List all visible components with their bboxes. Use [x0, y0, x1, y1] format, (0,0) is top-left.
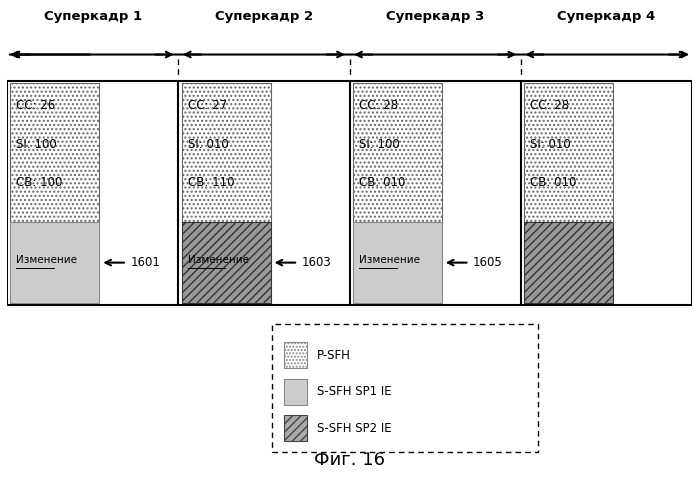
Bar [7, 81, 692, 305]
Bar [182, 83, 271, 222]
Text: SI: 010: SI: 010 [530, 138, 571, 151]
Bar [284, 379, 307, 405]
Text: Суперкадр 2: Суперкадр 2 [215, 10, 313, 23]
Bar [284, 415, 307, 441]
Text: 1601: 1601 [130, 256, 160, 269]
Text: CB: 110: CB: 110 [187, 176, 234, 189]
Text: Изменение: Изменение [16, 255, 78, 265]
Text: CC: 28: CC: 28 [530, 99, 569, 113]
Bar [284, 342, 307, 369]
Text: 1603: 1603 [301, 256, 331, 269]
Text: SI: 100: SI: 100 [359, 138, 400, 151]
FancyBboxPatch shape [273, 324, 538, 452]
Text: Суперкадр 3: Суперкадр 3 [386, 10, 484, 23]
Text: Суперкадр 4: Суперкадр 4 [557, 10, 656, 23]
Bar [353, 222, 442, 303]
Text: CC: 27: CC: 27 [187, 99, 227, 113]
Text: CC: 26: CC: 26 [16, 99, 56, 113]
Text: Изменение: Изменение [359, 255, 420, 265]
Text: CB: 010: CB: 010 [530, 176, 577, 189]
Bar [182, 222, 271, 303]
Text: Фиг. 16: Фиг. 16 [314, 451, 385, 469]
Text: CB: 010: CB: 010 [359, 176, 405, 189]
Bar [524, 83, 613, 222]
Bar [524, 222, 613, 303]
Bar [10, 83, 99, 222]
Text: CC: 28: CC: 28 [359, 99, 398, 113]
Text: SI: 010: SI: 010 [187, 138, 229, 151]
Text: Изменение: Изменение [187, 255, 249, 265]
Text: SI: 100: SI: 100 [16, 138, 57, 151]
Text: P-SFH: P-SFH [317, 349, 351, 362]
Bar [353, 83, 442, 222]
Text: S-SFH SP2 IE: S-SFH SP2 IE [317, 422, 391, 435]
Text: 1605: 1605 [473, 256, 503, 269]
Text: CB: 100: CB: 100 [16, 176, 63, 189]
Text: Суперкадр 1: Суперкадр 1 [43, 10, 142, 23]
Text: S-SFH SP1 IE: S-SFH SP1 IE [317, 385, 391, 398]
Bar [10, 222, 99, 303]
